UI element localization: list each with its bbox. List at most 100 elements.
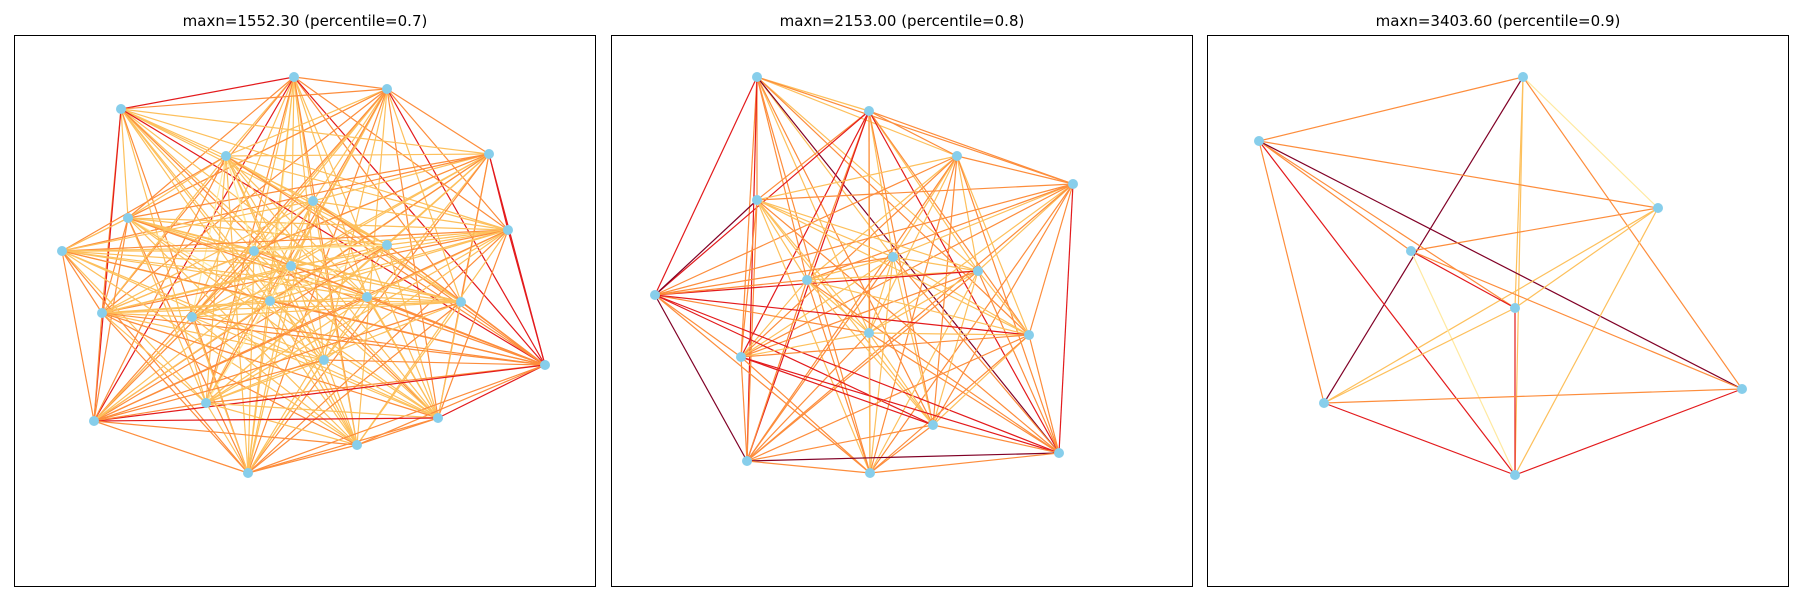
graph-node [503, 225, 513, 235]
graph-edge [740, 356, 1060, 454]
graph-edge [323, 229, 509, 361]
graph-edge [386, 88, 462, 303]
graph-edge [205, 402, 439, 419]
graph-edge [869, 270, 979, 474]
graph-edge [868, 332, 934, 426]
graph-edge [93, 420, 249, 474]
graph-edge [61, 217, 129, 252]
graph-edge [806, 256, 894, 281]
graph-edge [127, 153, 490, 219]
graph-edge [892, 256, 1030, 336]
graph-edge [61, 250, 439, 419]
graph-edge [269, 300, 546, 366]
graph-edge [269, 200, 314, 302]
graph-edge [1410, 250, 1516, 309]
node-group [650, 72, 1078, 478]
graph-edge [93, 296, 368, 422]
graph-edge [290, 265, 439, 419]
graph-node [973, 266, 983, 276]
graph-edge [247, 364, 546, 474]
graph-edge [740, 110, 870, 358]
graph-node [1653, 203, 1663, 213]
graph-edge [654, 155, 958, 296]
graph-edge [205, 244, 388, 404]
graph-edge [101, 296, 368, 314]
graph-edge [869, 334, 1030, 474]
graph-edge [892, 256, 934, 426]
graph-edge [101, 312, 193, 318]
graph-edge [127, 155, 227, 219]
graph-edge [756, 183, 1074, 201]
edge-group [1258, 76, 1743, 476]
graph-node [650, 290, 660, 300]
graph-edge [93, 420, 358, 446]
graph-edge [61, 200, 314, 252]
graph-node [89, 416, 99, 426]
graph-edge [225, 155, 325, 361]
graph-node [540, 360, 550, 370]
graph-edge [247, 229, 509, 474]
graph-node [1406, 246, 1416, 256]
graph-edge [61, 153, 490, 252]
graph-edge [892, 256, 979, 272]
graph-node [116, 104, 126, 114]
graph-edge [892, 183, 1074, 258]
graph-edge [127, 217, 546, 366]
network-graph [14, 35, 596, 587]
graph-edge [61, 229, 509, 252]
graph-node [221, 151, 231, 161]
graph-edge [437, 364, 546, 419]
graph-edge [977, 270, 1030, 336]
graph-edge [93, 359, 325, 422]
graph-edge [977, 270, 1060, 454]
graph-edge [1522, 76, 1659, 209]
graph-edge [386, 88, 546, 366]
graph-edge [253, 250, 462, 303]
graph-edge [93, 200, 314, 422]
graph-edge [61, 250, 249, 474]
graph-edge [932, 334, 1030, 426]
graph-edge [746, 452, 1060, 462]
graph-edge [93, 312, 103, 422]
graph-edge [247, 250, 255, 474]
graph-edge [323, 359, 439, 419]
graph-edge [120, 108, 129, 219]
graph-edge [205, 301, 462, 404]
graph-edge [253, 244, 388, 252]
graph-edge [460, 301, 546, 366]
graph-edge [127, 76, 295, 219]
graph-edge [1410, 250, 1743, 390]
graph-edge [205, 402, 249, 474]
graph-node [1510, 470, 1520, 480]
graph-edge [868, 332, 1060, 454]
graph-edge [61, 250, 292, 267]
graph-node [201, 398, 211, 408]
graph-edge [312, 153, 490, 202]
network-plot [1207, 35, 1789, 587]
graph-edge [247, 444, 358, 474]
graph-edge [1323, 76, 1524, 404]
graph-node [362, 292, 372, 302]
graph-node [286, 261, 296, 271]
graph-edge [740, 183, 1074, 358]
graph-edge [61, 155, 227, 252]
graph-edge [654, 294, 1030, 336]
graph-edge [756, 76, 1074, 185]
graph-edge [740, 279, 808, 358]
graph-edge [61, 250, 462, 303]
graph-edge [756, 76, 1030, 336]
graph-edge [1514, 207, 1659, 476]
graph-edge [892, 256, 1060, 454]
graph-edge [806, 279, 870, 334]
graph-edge [746, 155, 958, 462]
graph-edge [1058, 183, 1074, 454]
graph-edge [127, 217, 249, 474]
graph-edge [191, 316, 439, 419]
graph-edge [205, 364, 546, 404]
graph-edge [101, 200, 314, 314]
graph-edge [93, 300, 271, 422]
graph-edge [356, 301, 462, 446]
graph-edge [191, 316, 546, 366]
graph-edge [1258, 140, 1412, 252]
